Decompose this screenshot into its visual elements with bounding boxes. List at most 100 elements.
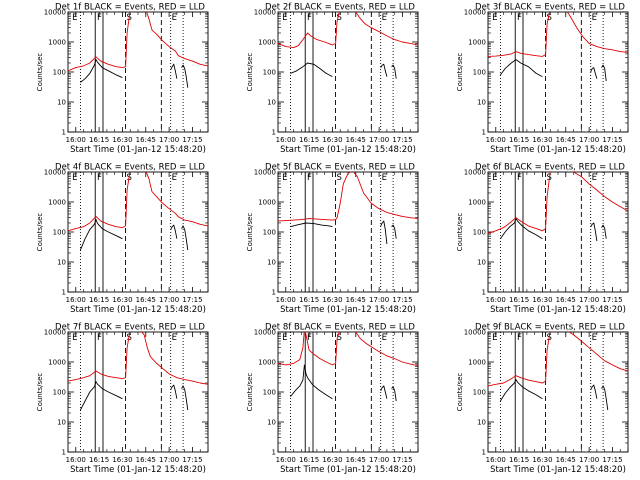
events-series-line: [290, 62, 333, 77]
interval-label: E: [592, 13, 597, 23]
events-series-line: [80, 59, 123, 83]
panel-title: Det 6f BLACK = Events, RED = LLD: [475, 163, 625, 173]
x-axis-title: Start Time (01-Jan-12 15:48:20): [280, 465, 416, 475]
x-tick-label: 16:00: [486, 456, 506, 464]
panel-det-5: Det 5f BLACK = Events, RED = LLD 1 10 100 10…: [246, 163, 419, 315]
y-tick-label: 10: [267, 259, 276, 267]
x-tick-label: 16:45: [556, 456, 576, 464]
x-tick-label: 16:00: [486, 296, 506, 304]
x-tick-label: 16:00: [66, 136, 86, 144]
y-tick-label: 10: [57, 259, 66, 267]
events-series-line: [601, 385, 609, 411]
lld-series-line: [278, 12, 418, 49]
plot-frame: [487, 11, 629, 133]
x-tick-label: 17:00: [159, 456, 179, 464]
events-series-line: [601, 64, 607, 82]
x-tick-label: 16:45: [346, 456, 366, 464]
y-tick-label: 10000: [254, 9, 276, 17]
y-tick-label: 10000: [44, 169, 66, 177]
x-tick-label: 16:15: [509, 296, 529, 304]
x-axis-title: Start Time (01-Jan-12 15:48:20): [490, 145, 626, 155]
events-series-line: [181, 385, 189, 411]
x-tick-label: 16:45: [346, 296, 366, 304]
y-tick-label: 1000: [48, 359, 66, 367]
y-tick-label: 10: [267, 419, 276, 427]
y-tick-label: 1: [482, 129, 486, 137]
x-tick-label: 17:00: [579, 136, 599, 144]
panel-det-8: Det 8f BLACK = Events, RED = LLD 1 10 100 10…: [246, 323, 419, 475]
y-axis-title: Counts/sec: [36, 213, 44, 252]
x-tick-label: 16:00: [486, 136, 506, 144]
x-tick-label: 17:15: [182, 136, 202, 144]
x-tick-label: 16:30: [112, 296, 132, 304]
x-tick-label: 17:15: [182, 456, 202, 464]
interval-label: E: [72, 13, 77, 23]
y-tick-label: 1: [272, 129, 276, 137]
y-tick-label: 1000: [258, 39, 276, 47]
panel-title: Det 5f BLACK = Events, RED = LLD: [265, 163, 415, 173]
y-axis-title: Counts/sec: [36, 373, 44, 412]
interval-label: E: [592, 333, 597, 343]
x-tick-label: 16:30: [532, 136, 552, 144]
interval-label: E: [282, 333, 287, 343]
x-tick-label: 16:30: [322, 136, 342, 144]
y-tick-label: 1: [482, 289, 486, 297]
interval-label: F: [307, 173, 312, 183]
y-tick-label: 1000: [468, 39, 486, 47]
interval-label: E: [72, 333, 77, 343]
panel-title: Det 9f BLACK = Events, RED = LLD: [475, 323, 625, 333]
panel-title: Det 8f BLACK = Events, RED = LLD: [265, 323, 415, 333]
x-tick-label: 16:45: [136, 456, 156, 464]
interval-label: F: [307, 333, 312, 343]
panel-title: Det 7f BLACK = Events, RED = LLD: [55, 323, 205, 333]
y-tick-label: 10000: [44, 329, 66, 337]
x-tick-label: 16:15: [89, 296, 109, 304]
interval-label: E: [492, 13, 497, 23]
interval-label: S: [127, 333, 132, 343]
x-tick-label: 17:00: [369, 296, 389, 304]
events-series-line: [590, 67, 598, 79]
interval-label: F: [97, 173, 102, 183]
x-tick-label: 16:30: [112, 456, 132, 464]
interval-label: E: [172, 333, 177, 343]
interval-label: S: [337, 173, 342, 183]
events-series-line: [380, 385, 388, 399]
events-series-line: [79, 219, 123, 251]
x-tick-label: 16:30: [532, 456, 552, 464]
y-tick-label: 100: [53, 69, 66, 77]
lld-series-line: [68, 332, 208, 385]
x-tick-label: 16:00: [276, 456, 296, 464]
lld-series-line: [68, 12, 208, 72]
x-tick-label: 16:45: [556, 136, 576, 144]
plot-frame: [67, 331, 209, 453]
y-axis-title: Counts/sec: [456, 213, 464, 252]
interval-label: E: [282, 13, 287, 23]
plot-frame: [487, 331, 629, 453]
x-tick-label: 16:45: [136, 296, 156, 304]
panel-title: Det 3f BLACK = Events, RED = LLD: [475, 3, 625, 13]
plot-frame: [277, 331, 419, 453]
lld-series-line: [278, 332, 418, 367]
events-series-line: [500, 218, 543, 240]
y-tick-label: 100: [263, 389, 276, 397]
events-series-line: [500, 379, 543, 402]
panel-title: Det 4f BLACK = Events, RED = LLD: [55, 163, 205, 173]
panel-det-1: Det 1f BLACK = Events, RED = LLD 1 10 100 10…: [36, 3, 209, 155]
lld-series-line: [278, 172, 418, 222]
interval-label: E: [592, 173, 597, 183]
y-tick-label: 1: [482, 449, 486, 457]
x-tick-label: 17:15: [392, 296, 412, 304]
y-axis-title: Counts/sec: [36, 53, 44, 92]
y-tick-label: 10000: [254, 169, 276, 177]
y-tick-label: 1000: [468, 199, 486, 207]
interval-label: E: [382, 333, 387, 343]
interval-label: F: [517, 173, 522, 183]
y-tick-label: 1000: [48, 199, 66, 207]
panel-det-3: Det 3f BLACK = Events, RED = LLD 1 10 100 10…: [456, 3, 629, 155]
x-tick-label: 16:00: [66, 296, 86, 304]
panel-det-4: Det 4f BLACK = Events, RED = LLD 1 10 100 10…: [36, 163, 209, 315]
x-tick-label: 16:15: [89, 456, 109, 464]
y-tick-label: 10000: [464, 169, 486, 177]
y-tick-label: 100: [53, 389, 66, 397]
